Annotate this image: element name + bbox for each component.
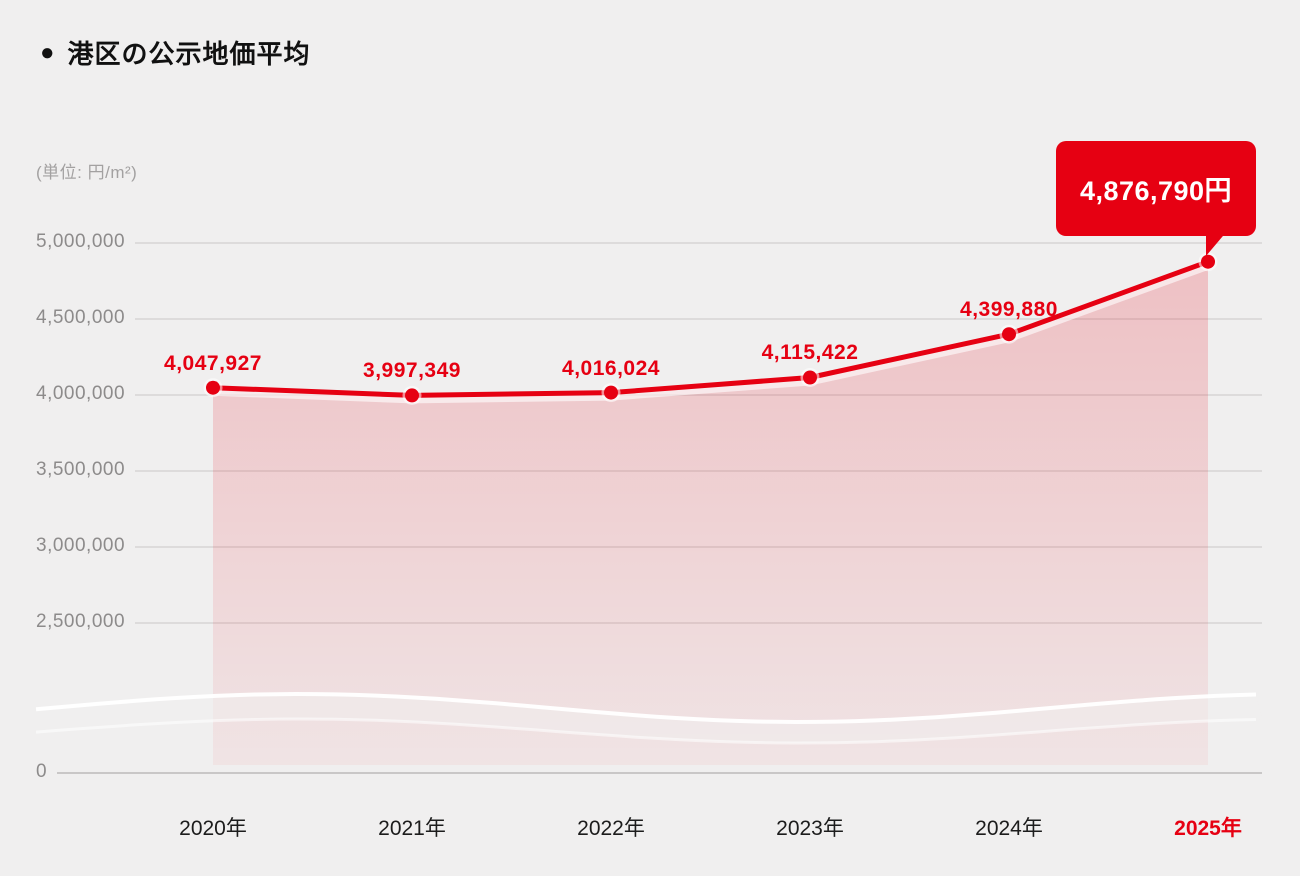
y-tick-label: 4,500,000 — [36, 305, 136, 331]
callout-value: 4,876,790円 — [1079, 175, 1233, 206]
x-tick-label: 2022年 — [577, 817, 645, 840]
x-tick-label-highlight: 2025年 — [1174, 817, 1242, 840]
chart-title-row: ● 港区の公示地価平均 — [40, 34, 311, 71]
page-title: 港区の公示地価平均 — [67, 39, 311, 69]
x-tick-label: 2020年 — [179, 817, 247, 840]
data-point-label: 4,047,927 — [164, 351, 262, 375]
callout-bubble: 4,876,790円 — [1056, 140, 1256, 236]
data-point-label: 3,997,349 — [363, 359, 461, 383]
y-tick-label: 4,000,000 — [36, 381, 136, 407]
x-tick-label: 2024年 — [975, 817, 1043, 840]
data-point-label: 4,115,422 — [761, 341, 859, 365]
y-tick-label: 2,500,000 — [36, 609, 136, 635]
y-tick-label: 3,500,000 — [36, 457, 136, 483]
y-tick-label: 0 — [36, 759, 58, 785]
callout-pointer — [1206, 229, 1228, 256]
data-point-label: 4,399,880 — [960, 298, 1058, 322]
y-tick-label: 3,000,000 — [36, 533, 136, 559]
x-tick-label: 2023年 — [776, 817, 844, 840]
x-tick-label: 2021年 — [378, 817, 446, 840]
title-bullet-icon: ● — [40, 38, 56, 66]
unit-label: (単位: 円/m²) — [36, 163, 138, 182]
data-point-label: 4,016,024 — [562, 356, 660, 380]
y-tick-label: 5,000,000 — [36, 229, 136, 255]
